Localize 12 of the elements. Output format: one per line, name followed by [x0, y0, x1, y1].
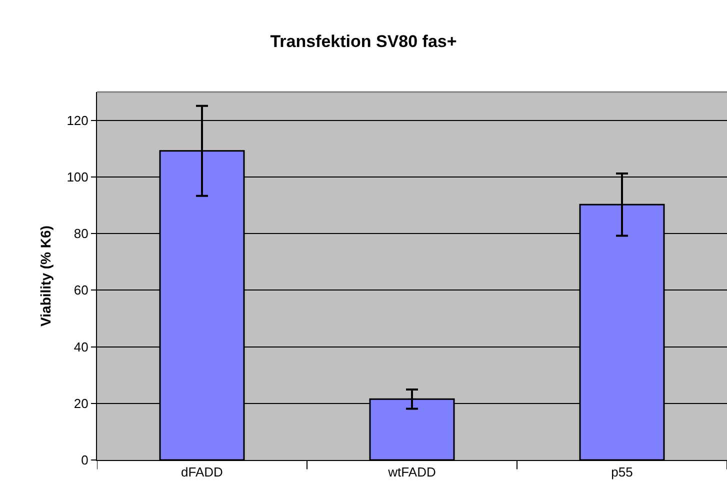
x-tick-label: p55 — [611, 464, 633, 480]
y-tick-label: 40 — [74, 339, 88, 354]
y-tick-label: 20 — [74, 396, 88, 411]
x-tick-label: wtFADD — [387, 464, 436, 480]
y-tick-label: 0 — [81, 452, 88, 468]
y-tick-label: 120 — [66, 112, 88, 128]
x-tick-label: dFADD — [181, 464, 223, 480]
y-axis-title: Viability (% K6) — [37, 226, 54, 326]
y-tick-label: 60 — [74, 282, 88, 298]
y-tick-label: 100 — [66, 169, 88, 184]
y-tick-label: 80 — [74, 226, 88, 242]
chart-title: Transfektion SV80 fas+ — [270, 32, 457, 52]
